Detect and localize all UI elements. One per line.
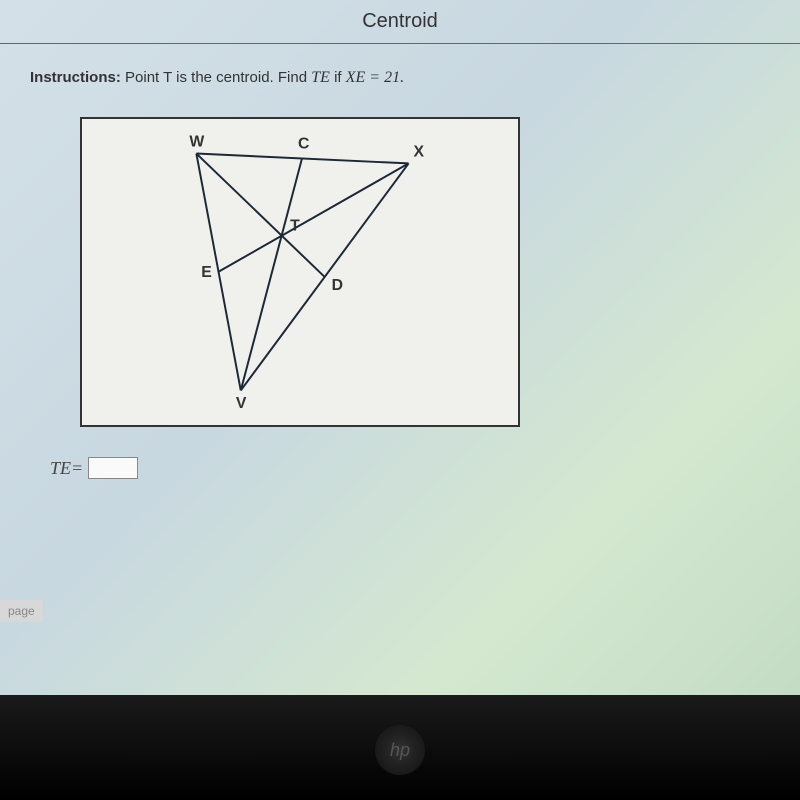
label-e: E <box>201 264 212 281</box>
answer-equals: = <box>71 458 83 479</box>
page-title: Centroid <box>0 0 800 43</box>
answer-label: TE <box>50 458 71 479</box>
hp-logo: hp <box>375 725 425 775</box>
geometry-diagram: W X V C E D T <box>80 117 520 427</box>
label-v: V <box>236 395 247 412</box>
math-var-xe: XE <box>346 69 366 86</box>
math-if: if <box>330 69 346 86</box>
label-t: T <box>290 218 300 235</box>
header-divider <box>0 43 800 44</box>
instructions-text: Instructions: Point T is the centroid. F… <box>0 69 800 87</box>
label-w: W <box>189 134 204 151</box>
math-eq: = 21. <box>365 69 404 86</box>
instructions-prefix: Instructions: <box>30 69 121 86</box>
math-var-te: TE <box>311 69 330 86</box>
page-button[interactable]: page <box>0 600 43 622</box>
label-c: C <box>298 136 309 153</box>
label-x: X <box>414 144 425 161</box>
answer-input[interactable] <box>88 457 138 479</box>
diagram-svg: W X V C E D T <box>82 119 518 425</box>
median-vc <box>241 158 302 390</box>
instructions-body: Point T is the centroid. Find <box>121 69 311 86</box>
median-xe <box>218 163 409 272</box>
line-wx <box>196 154 408 164</box>
label-d: D <box>332 277 343 294</box>
line-xv <box>241 163 409 390</box>
answer-row: TE = <box>0 457 800 479</box>
